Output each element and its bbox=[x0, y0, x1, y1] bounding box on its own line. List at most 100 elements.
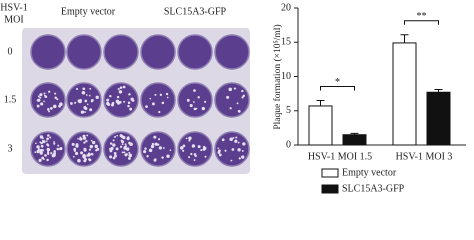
plaque bbox=[79, 99, 82, 102]
plaque bbox=[113, 151, 117, 155]
plaque bbox=[109, 155, 113, 159]
plaque bbox=[121, 151, 124, 154]
plaque bbox=[114, 135, 116, 138]
plaque bbox=[73, 149, 77, 152]
plaque bbox=[157, 143, 160, 146]
plaque bbox=[35, 142, 37, 145]
plaque bbox=[224, 149, 227, 152]
plaque bbox=[43, 92, 46, 95]
plaque bbox=[120, 139, 123, 142]
plaque bbox=[235, 136, 238, 139]
plaque bbox=[193, 101, 195, 103]
plaque bbox=[59, 147, 63, 151]
plaque bbox=[109, 142, 113, 145]
plaque bbox=[242, 142, 246, 146]
plaque bbox=[77, 158, 81, 163]
bar bbox=[308, 105, 333, 146]
plaque bbox=[106, 98, 110, 102]
plaque bbox=[188, 136, 192, 140]
plaque bbox=[113, 144, 116, 147]
plaque bbox=[154, 142, 158, 146]
plaque bbox=[82, 155, 86, 159]
plaque bbox=[83, 141, 86, 144]
plaque bbox=[143, 150, 147, 154]
plaque bbox=[193, 89, 196, 92]
plaque bbox=[217, 147, 219, 149]
plaque bbox=[90, 139, 93, 142]
well bbox=[177, 34, 213, 70]
plaque bbox=[91, 140, 96, 145]
plaque bbox=[39, 96, 42, 99]
plaque bbox=[82, 87, 86, 91]
plaque bbox=[96, 147, 100, 151]
plaque bbox=[40, 144, 44, 148]
plaque bbox=[123, 146, 127, 150]
plaque bbox=[80, 151, 84, 155]
plaque bbox=[115, 99, 120, 104]
plaque bbox=[195, 107, 198, 110]
plaque bbox=[241, 89, 244, 93]
plaque bbox=[129, 107, 133, 111]
plaque bbox=[88, 94, 91, 97]
legend-swatch bbox=[321, 184, 339, 194]
plaque bbox=[123, 151, 126, 154]
well bbox=[214, 34, 250, 70]
plaque bbox=[85, 94, 88, 96]
plaque bbox=[185, 137, 188, 140]
plaque bbox=[159, 93, 162, 96]
plaque bbox=[43, 158, 45, 161]
plaque bbox=[125, 145, 128, 148]
significance-label: * bbox=[335, 77, 340, 88]
plaque bbox=[217, 150, 221, 154]
plaque bbox=[46, 151, 50, 154]
plaque bbox=[118, 90, 123, 94]
row-label: 3 bbox=[8, 143, 13, 154]
plaque bbox=[110, 103, 114, 107]
plaque bbox=[49, 136, 52, 139]
plaque bbox=[58, 105, 61, 108]
plaque bbox=[166, 96, 169, 99]
plaque bbox=[166, 154, 170, 158]
plaque bbox=[226, 95, 230, 99]
plaque bbox=[46, 158, 49, 162]
plaque bbox=[202, 148, 206, 151]
plaque bbox=[200, 148, 203, 152]
plaque bbox=[149, 97, 152, 100]
plaque bbox=[50, 107, 53, 110]
plaque bbox=[161, 101, 165, 105]
plaque bbox=[107, 103, 111, 107]
plaque bbox=[83, 105, 87, 110]
plaque bbox=[179, 146, 184, 150]
legend-label: SLC15A3-GFP bbox=[342, 183, 405, 194]
plaque bbox=[124, 143, 127, 146]
plaque bbox=[57, 144, 60, 147]
well bbox=[103, 34, 139, 70]
y-tick-label: 10 bbox=[281, 71, 291, 82]
plaque bbox=[191, 144, 196, 148]
well bbox=[177, 131, 213, 167]
corner-label: MOI bbox=[4, 14, 23, 25]
plaque bbox=[126, 136, 130, 141]
error-bar bbox=[350, 132, 359, 135]
plaque bbox=[158, 110, 161, 114]
plaque bbox=[204, 100, 207, 103]
significance-bracket bbox=[320, 85, 355, 91]
plaque bbox=[47, 108, 50, 111]
plaque bbox=[81, 91, 86, 95]
plaque bbox=[127, 101, 131, 104]
plaque bbox=[149, 148, 152, 151]
plaque bbox=[124, 153, 128, 157]
y-axis-label: Plaque formation (×10⁵/ml) bbox=[272, 24, 283, 129]
plaque bbox=[78, 138, 81, 140]
plaque bbox=[120, 135, 124, 139]
plaque bbox=[158, 146, 162, 150]
plaque bbox=[37, 95, 40, 98]
plaque bbox=[123, 100, 126, 103]
plaque bbox=[56, 98, 59, 101]
error-bar bbox=[434, 89, 443, 93]
plaque bbox=[36, 149, 40, 154]
plaque bbox=[125, 147, 130, 151]
legend-label: Empty vector bbox=[342, 167, 397, 178]
plaque bbox=[88, 148, 92, 151]
plaque bbox=[241, 149, 244, 152]
